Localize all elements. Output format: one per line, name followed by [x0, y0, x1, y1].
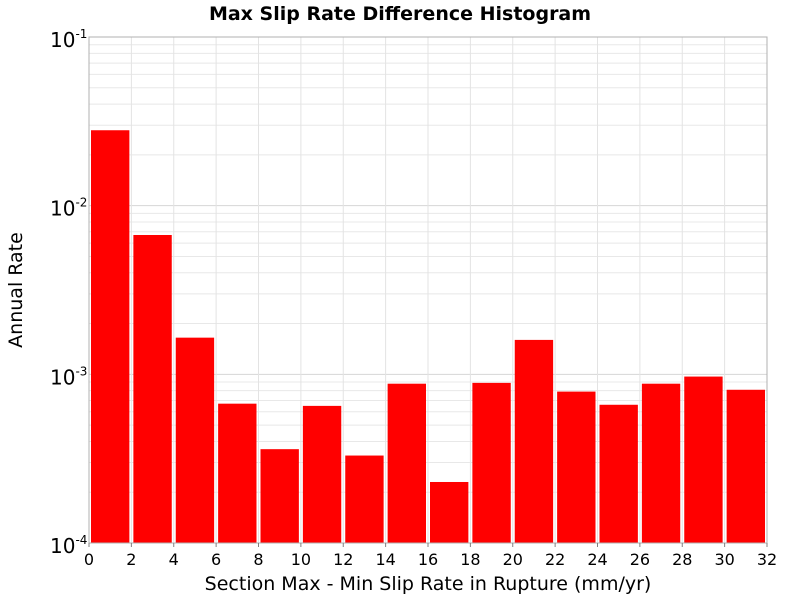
y-axis-ticks: 10-4 10-3 10-2 10-1: [50, 27, 87, 558]
histogram-bar: [175, 337, 215, 543]
x-tick-label: 12: [333, 550, 353, 569]
histogram-bar: [387, 383, 426, 543]
histogram-bar: [726, 389, 765, 543]
histogram-bar: [641, 383, 681, 543]
y-axis-label: Annual Rate: [5, 232, 27, 348]
histogram-bar: [260, 449, 299, 543]
x-tick-label: 0: [84, 550, 94, 569]
bars-group: [91, 130, 765, 543]
y-tick-label: 10-4: [50, 533, 87, 558]
x-tick-label: 28: [672, 550, 692, 569]
y-tick-label: 10-1: [50, 27, 87, 52]
histogram-bar: [599, 404, 638, 543]
x-axis-label: Section Max - Min Slip Rate in Rupture (…: [205, 573, 652, 595]
x-tick-label: 10: [291, 550, 311, 569]
x-tick-label: 14: [375, 550, 395, 569]
x-tick-label: 6: [211, 550, 221, 569]
histogram-bar: [345, 455, 384, 543]
x-tick-label: 2: [126, 550, 136, 569]
x-tick-label: 32: [757, 550, 777, 569]
x-tick-label: 8: [253, 550, 263, 569]
x-tick-label: 24: [587, 550, 607, 569]
histogram-bar: [557, 391, 596, 543]
x-tick-label: 20: [503, 550, 523, 569]
x-tick-label: 18: [460, 550, 480, 569]
x-tick-label: 22: [545, 550, 565, 569]
histogram-bar: [302, 405, 342, 543]
y-tick-label: 10-3: [50, 364, 87, 389]
histogram-bar: [218, 403, 257, 543]
y-tick-label: 10-2: [50, 196, 87, 221]
x-tick-label: 26: [630, 550, 650, 569]
histogram-bar: [91, 130, 130, 543]
x-tick-label: 30: [714, 550, 734, 569]
histogram-bar: [430, 481, 469, 543]
histogram-bar: [684, 376, 723, 543]
histogram-bar: [133, 235, 172, 543]
histogram-bar: [514, 339, 554, 543]
x-tick-label: 4: [169, 550, 179, 569]
x-tick-label: 16: [418, 550, 438, 569]
histogram-bar: [472, 382, 511, 543]
x-axis-ticks: 0 2 4 6 8 10 12 14 16 18 20 22 24 26 28 30 32: [84, 543, 777, 569]
chart-title: Max Slip Rate Difference Histogram: [209, 3, 591, 25]
